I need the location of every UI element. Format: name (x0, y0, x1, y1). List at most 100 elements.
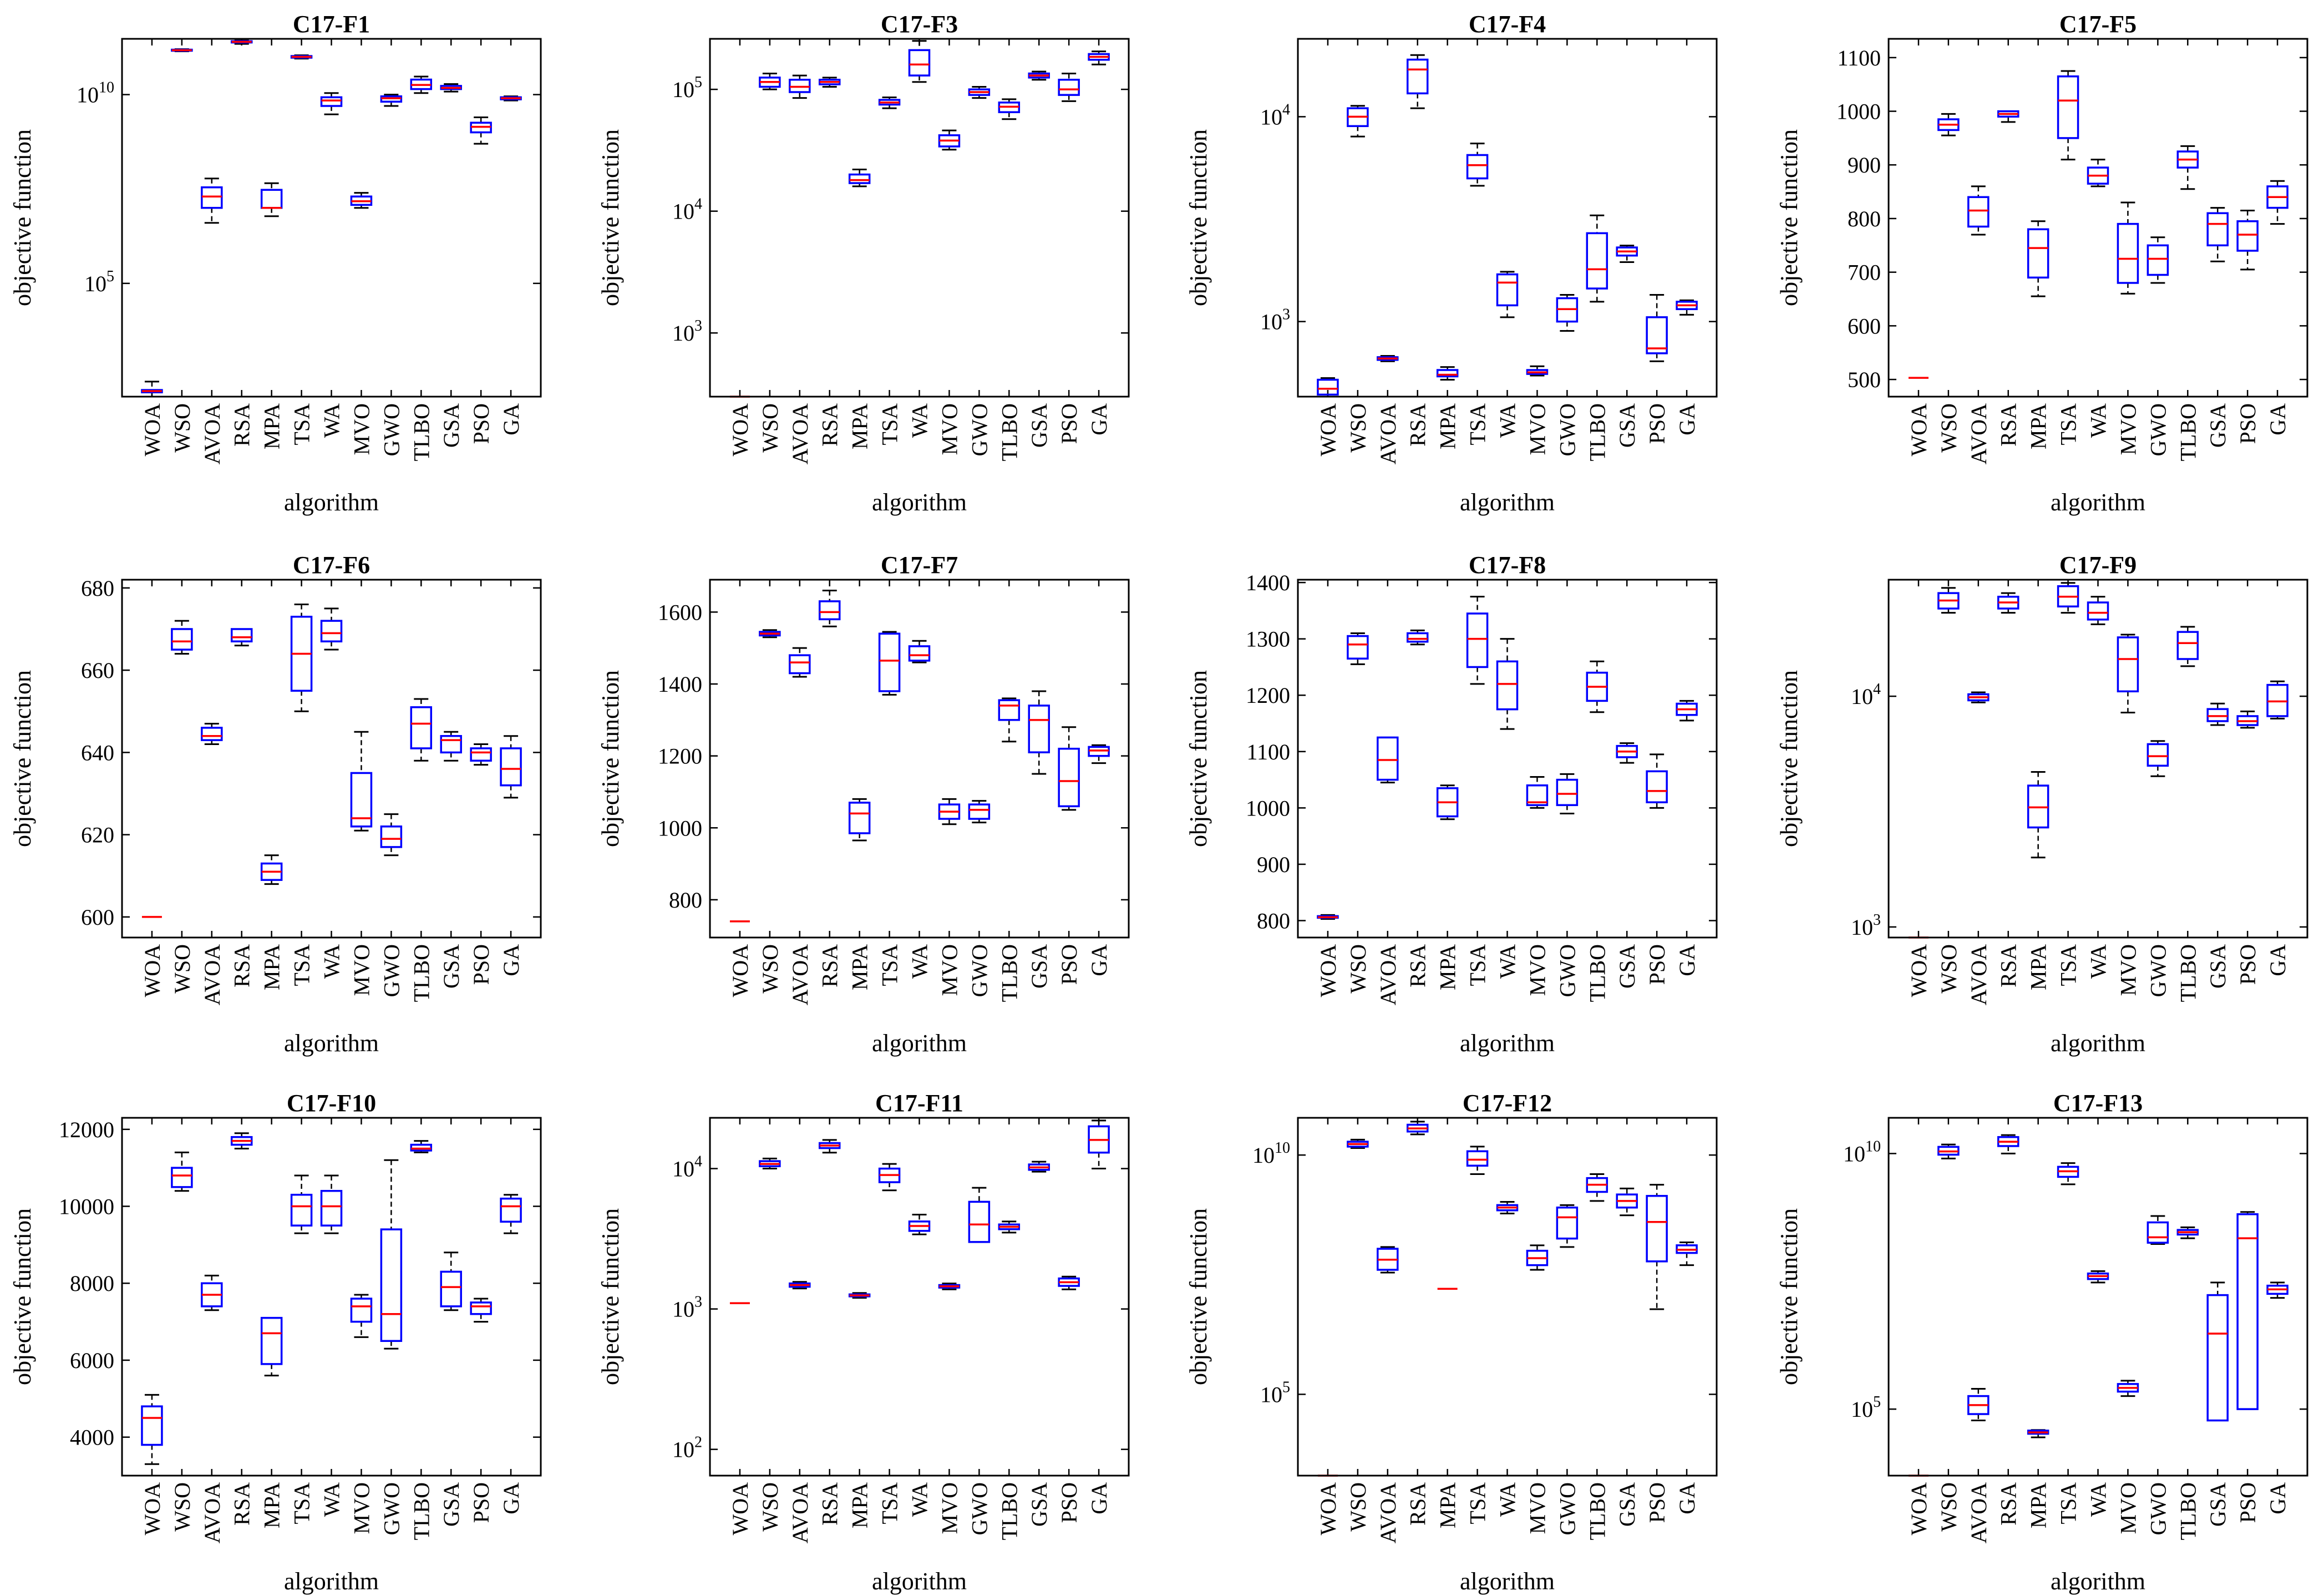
y-tick-exponent: 2 (694, 1434, 702, 1451)
box-WA (2087, 159, 2109, 188)
box-iqr (848, 802, 871, 834)
box-iqr (1646, 770, 1668, 803)
box-PSO (470, 1298, 492, 1323)
y-axis-label: objective function (1185, 129, 1212, 306)
x-tick-label: MPA (260, 944, 285, 990)
box-iqr (2147, 244, 2169, 276)
x-tick-label: MVO (2115, 944, 2140, 996)
box-iqr (1466, 1150, 1489, 1167)
x-tick-label: GA (499, 403, 524, 435)
x-tick-label: TLBO (997, 1482, 1022, 1540)
box-WSO (759, 629, 781, 639)
box-GSA (1028, 70, 1050, 81)
box-WA (908, 640, 931, 663)
y-axis-label: objective function (1775, 129, 1803, 306)
x-tick-label: RSA (1405, 944, 1430, 987)
box-MVO (350, 1294, 373, 1338)
x-tick-label: TSA (2056, 1482, 2081, 1524)
box-TSA (2057, 1162, 2079, 1185)
x-tick-label: WOA (1906, 1482, 1931, 1536)
x-tick-label: WSO (758, 403, 783, 453)
box-WOA (141, 1394, 163, 1465)
x-tick-label: GA (1675, 944, 1699, 976)
box-GSA (2206, 1281, 2229, 1422)
x-axis-label: algorithm (1460, 489, 1555, 516)
box-AVOA (201, 1274, 223, 1311)
x-tick-label: GA (1087, 1482, 1112, 1514)
box-iqr (260, 1316, 283, 1365)
x-axis-label: algorithm (284, 1030, 379, 1057)
box-iqr (2236, 1213, 2259, 1410)
box-TLBO (1586, 214, 1608, 303)
box-iqr (1377, 736, 1399, 781)
y-axis-label: objective function (597, 129, 624, 306)
y-tick-label: 12000 (59, 1117, 114, 1142)
box-AVOA (1377, 736, 1399, 784)
x-tick-label: GSA (439, 403, 464, 448)
box-AVOA (789, 647, 811, 678)
box-AVOA (201, 722, 223, 746)
box-iqr (320, 96, 343, 107)
x-tick-label: MVO (2115, 1482, 2140, 1534)
box-MPA (260, 1316, 283, 1377)
x-tick-label: PSO (2235, 403, 2260, 444)
box-WA (1496, 271, 1519, 318)
x-tick-label: MPA (260, 403, 285, 449)
y-tick-exponent: 3 (694, 1294, 702, 1311)
chart-title: C17-F6 (293, 551, 370, 579)
y-tick-label: 104 (672, 196, 702, 224)
x-tick-label: WA (907, 403, 932, 438)
x-tick-label: PSO (2235, 944, 2260, 985)
y-tick-label: 1000 (658, 815, 702, 840)
x-tick-label: TLBO (409, 1482, 434, 1540)
box-iqr (1406, 58, 1429, 95)
chart-panel: C17-F8 800 900 1000 1100 1200 1300 1400 WOA WSO AV… (1185, 551, 1718, 1057)
x-tick-label: GWO (2145, 1482, 2170, 1536)
x-tick-label: PSO (1645, 1482, 1670, 1523)
box-TLBO (998, 697, 1021, 743)
box-MVO (1526, 365, 1549, 377)
chart-title: C17-F11 (875, 1090, 963, 1117)
box-WA (2087, 596, 2109, 625)
x-tick-label: PSO (2235, 1482, 2260, 1523)
x-tick-label: GSA (2205, 944, 2230, 989)
box-GA (500, 735, 522, 799)
x-tick-label: GA (1675, 1482, 1699, 1514)
x-tick-label: WA (2086, 944, 2111, 979)
box-TLBO (2176, 145, 2199, 190)
y-tick-label: 1100 (1837, 45, 1881, 70)
y-tick-label: 4000 (70, 1425, 114, 1450)
plot-frame (1887, 579, 2308, 939)
box-iqr (2027, 228, 2049, 279)
x-tick-label: PSO (469, 1482, 494, 1523)
x-tick-label: TLBO (997, 944, 1022, 1002)
x-tick-label: MVO (349, 1482, 374, 1534)
x-tick-label: WSO (170, 1482, 195, 1532)
box-RSA (1997, 592, 2019, 614)
x-tick-label: MVO (349, 944, 374, 996)
box-GWO (1556, 773, 1579, 815)
x-tick-label: WOA (1316, 944, 1341, 997)
x-tick-label: TSA (290, 403, 314, 445)
x-axis-label: algorithm (872, 489, 967, 516)
x-tick-label: WA (907, 944, 932, 979)
box-TSA (2057, 582, 2079, 614)
box-TLBO (2176, 1226, 2199, 1239)
box-iqr (2206, 708, 2229, 722)
box-MPA (1436, 784, 1459, 820)
y-axis-label: objective function (597, 670, 624, 847)
x-tick-label: WA (1495, 403, 1520, 438)
y-tick-label: 700 (1848, 260, 1881, 285)
box-MPA (2027, 771, 2049, 859)
x-tick-label: GSA (1615, 944, 1640, 989)
box-GA (2266, 180, 2289, 225)
y-tick-label: 1300 (1246, 627, 1290, 652)
y-tick-label: 1010 (77, 79, 114, 108)
box-AVOA (1377, 1246, 1399, 1274)
y-tick-label: 1200 (658, 744, 702, 769)
x-tick-label: GWO (379, 944, 404, 997)
box-MPA (260, 854, 283, 885)
x-tick-label: MPA (2026, 403, 2051, 449)
box-MPA (1436, 366, 1459, 381)
